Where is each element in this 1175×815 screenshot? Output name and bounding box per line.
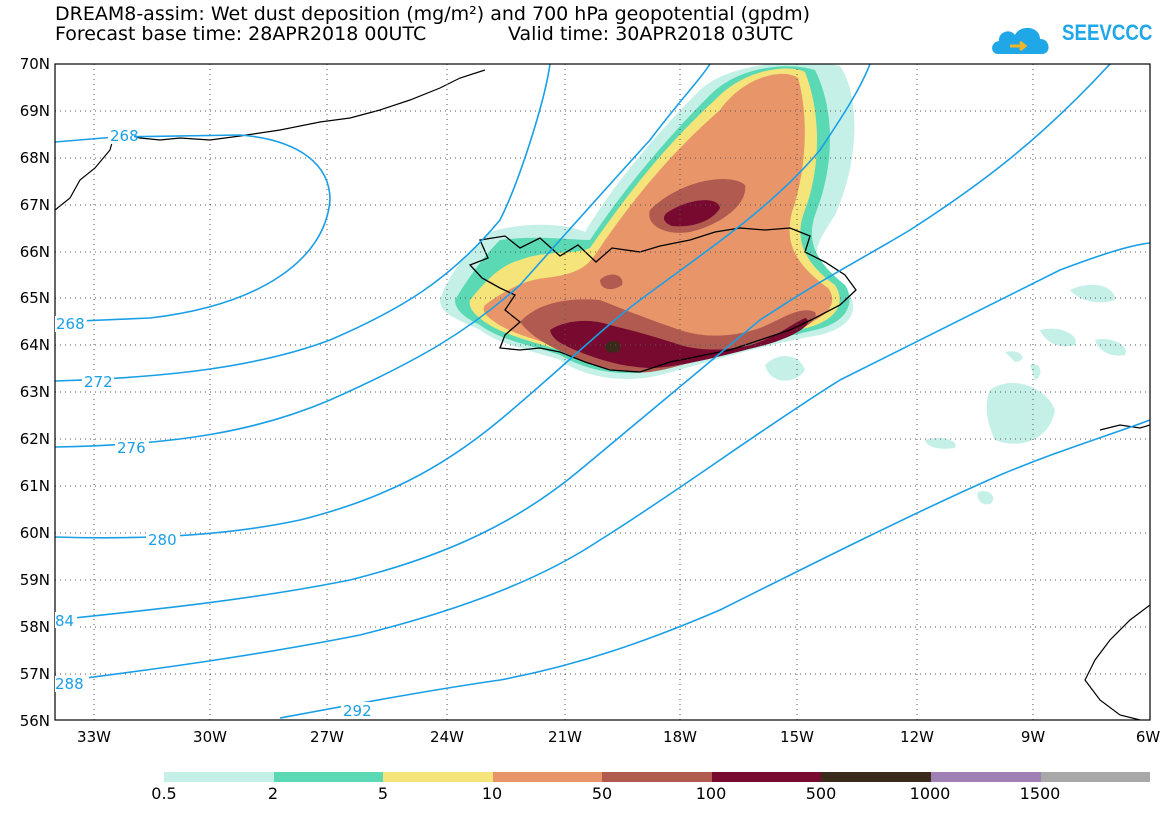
colorbar-label: 1000 — [909, 784, 951, 803]
forecast-base-time: Forecast base time: 28APR2018 00UTC — [55, 23, 427, 45]
scotland-coastline — [1084, 604, 1150, 720]
colorbar-label: 10 — [481, 784, 503, 803]
lat-label: 67N — [20, 196, 50, 214]
plot-frame — [54, 63, 1151, 721]
contour-label: 276 — [117, 439, 146, 457]
valid-time: Valid time: 30APR2018 03UTC — [508, 23, 794, 45]
iceland-coastline — [468, 227, 857, 373]
colorbar-label: 100 — [695, 784, 727, 803]
contour-label: 272 — [84, 373, 113, 391]
lon-label: 15W — [780, 728, 814, 746]
lon-label: 21W — [548, 728, 582, 746]
geopotential-contours — [55, 64, 1150, 719]
lat-label: 69N — [20, 102, 50, 120]
contour-label: 268 — [56, 315, 85, 333]
lat-label: 59N — [20, 571, 50, 589]
lon-label: 24W — [430, 728, 464, 746]
map-title: DREAM8-assim: Wet dust deposition (mg/m²… — [55, 3, 811, 25]
colorbar-swatch — [273, 772, 384, 782]
colorbar-swatch — [492, 772, 603, 782]
colorbar-swatch — [164, 772, 274, 782]
contour-labels: 268 268 272 276 280 84 288 292 — [55, 127, 375, 720]
contour-label: 268 — [110, 127, 139, 145]
colorbar — [164, 772, 1151, 782]
lon-label: 12W — [900, 728, 934, 746]
colorbar-swatch — [930, 772, 1041, 782]
lat-label: 68N — [20, 149, 50, 167]
contour-label: 288 — [55, 675, 84, 693]
colorbar-label: 500 — [805, 784, 837, 803]
map-plot-area — [55, 64, 1150, 720]
lon-label: 33W — [77, 728, 111, 746]
colorbar-label: 2 — [267, 784, 279, 803]
contour-label: 84 — [55, 612, 74, 630]
lat-label: 58N — [20, 618, 50, 636]
lat-label: 65N — [20, 289, 50, 307]
seevccc-logo-icon — [992, 27, 1049, 54]
lon-label: 30W — [193, 728, 227, 746]
colorbar-swatch — [1040, 772, 1151, 782]
colorbar-swatch — [821, 772, 931, 782]
colorbar-swatch — [383, 772, 493, 782]
lon-label: 9W — [1021, 728, 1046, 746]
graticule — [55, 64, 1150, 720]
lat-label: 63N — [20, 383, 50, 401]
lon-label: 6W — [1136, 728, 1161, 746]
latitude-labels: 70N 69N 68N 67N 66N 65N 64N 63N 62N 61N … — [20, 55, 50, 730]
colorbar-label: 50 — [591, 784, 613, 803]
logo-text: SEEVCCC — [1062, 20, 1153, 45]
lat-label: 56N — [20, 712, 50, 730]
lat-label: 64N — [20, 336, 50, 354]
contour-label: 280 — [148, 531, 177, 549]
lat-label: 66N — [20, 243, 50, 261]
colorbar-label: 0.5 — [151, 784, 177, 803]
colorbar-label: 5 — [377, 784, 389, 803]
colorbar-swatch — [711, 772, 822, 782]
lat-label: 61N — [20, 477, 50, 495]
lon-label: 18W — [663, 728, 697, 746]
lat-label: 60N — [20, 524, 50, 542]
lat-label: 57N — [20, 665, 50, 683]
dust-deposition-field — [440, 64, 1126, 505]
colorbar-swatch — [602, 772, 712, 782]
lat-label: 62N — [20, 430, 50, 448]
colorbar-label: 1500 — [1019, 784, 1061, 803]
lon-label: 27W — [310, 728, 344, 746]
contour-label: 292 — [343, 702, 372, 720]
lat-label: 70N — [20, 55, 50, 73]
longitude-labels: 33W 30W 27W 24W 21W 18W 15W 12W 9W 6W — [77, 728, 1160, 746]
